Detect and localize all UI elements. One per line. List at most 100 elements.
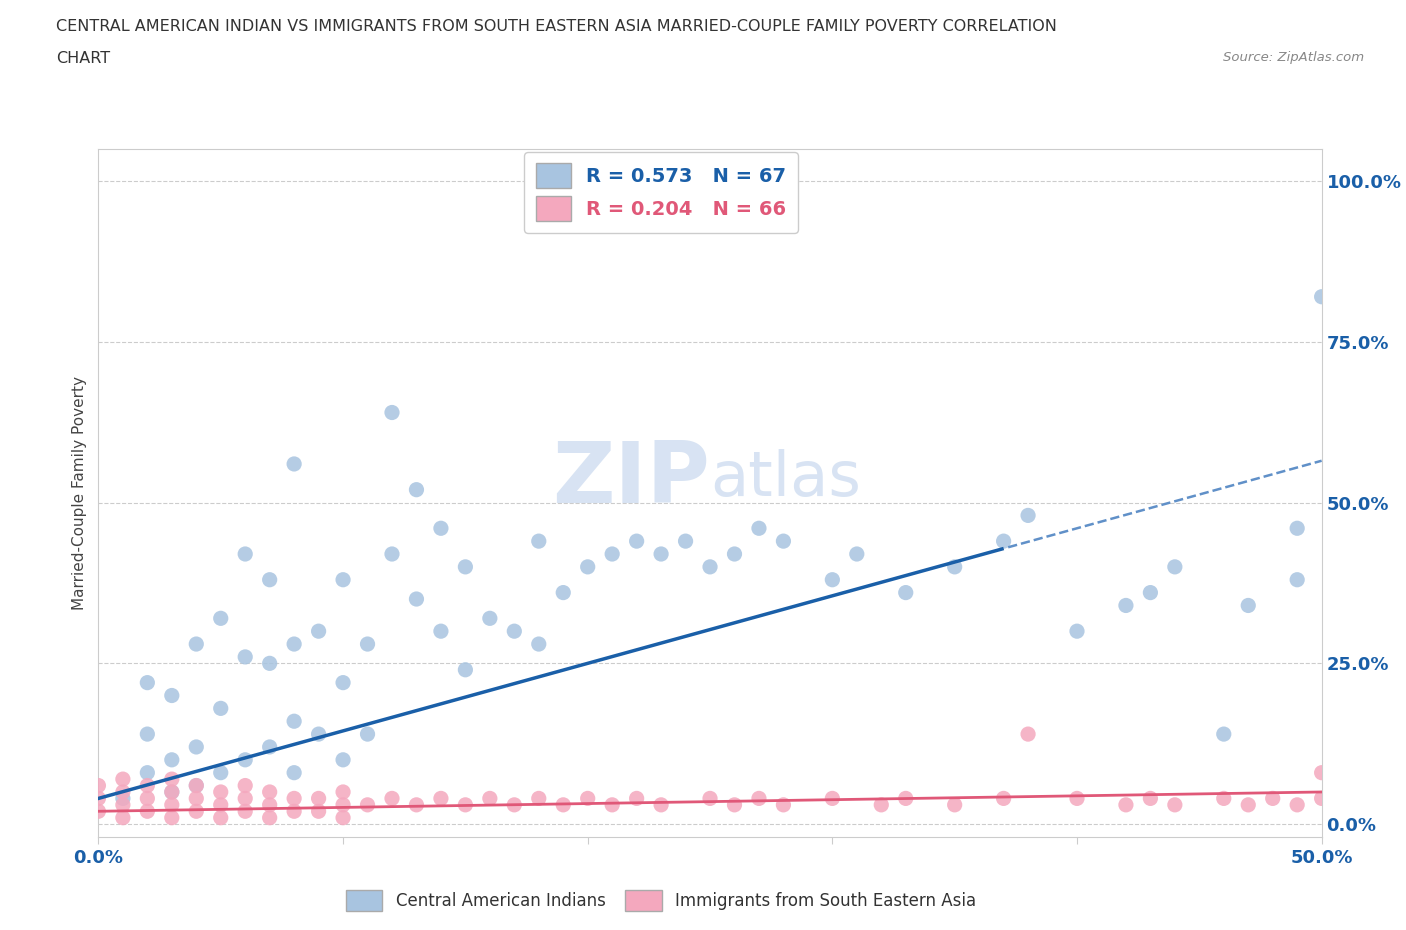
Point [136, 804, 159, 818]
Point [894, 791, 917, 806]
Point [1286, 521, 1309, 536]
Point [87, 791, 110, 806]
Point [430, 791, 453, 806]
Point [381, 405, 404, 420]
Point [1310, 289, 1333, 304]
Point [527, 791, 550, 806]
Point [160, 810, 183, 825]
Point [186, 804, 208, 818]
Point [821, 791, 844, 806]
Point [259, 797, 281, 812]
Point [233, 791, 256, 806]
Point [626, 791, 648, 806]
Legend: Central American Indians, Immigrants from South Eastern Asia: Central American Indians, Immigrants fro… [339, 884, 983, 918]
Point [136, 675, 159, 690]
Point [405, 797, 427, 812]
Point [136, 765, 159, 780]
Point [1066, 624, 1088, 639]
Point [356, 797, 378, 812]
Point [356, 726, 378, 741]
Point [675, 534, 697, 549]
Text: atlas: atlas [710, 449, 860, 509]
Point [283, 765, 305, 780]
Point [1261, 791, 1284, 806]
Point [259, 572, 281, 587]
Point [454, 662, 477, 677]
Point [870, 797, 893, 812]
Point [136, 791, 159, 806]
Point [186, 739, 208, 754]
Point [233, 649, 256, 664]
Point [430, 521, 453, 536]
Point [1164, 797, 1187, 812]
Point [308, 804, 330, 818]
Point [259, 810, 281, 825]
Point [1286, 572, 1309, 587]
Point [209, 785, 232, 800]
Point [699, 560, 721, 575]
Point [1139, 585, 1161, 600]
Point [993, 791, 1015, 806]
Point [87, 778, 110, 793]
Point [111, 772, 134, 787]
Point [308, 726, 330, 741]
Point [283, 637, 305, 652]
Point [332, 785, 354, 800]
Point [283, 714, 305, 729]
Point [1066, 791, 1088, 806]
Point [381, 547, 404, 562]
Point [845, 547, 868, 562]
Point [209, 701, 232, 716]
Point [1310, 765, 1333, 780]
Point [111, 810, 134, 825]
Point [1139, 791, 1161, 806]
Point [405, 483, 427, 498]
Point [454, 797, 477, 812]
Point [772, 534, 794, 549]
Point [160, 772, 183, 787]
Text: CHART: CHART [56, 51, 110, 66]
Point [772, 797, 794, 812]
Point [1164, 560, 1187, 575]
Point [332, 797, 354, 812]
Point [576, 791, 599, 806]
Point [600, 797, 623, 812]
Point [186, 791, 208, 806]
Point [160, 752, 183, 767]
Point [1017, 508, 1039, 523]
Point [209, 797, 232, 812]
Point [332, 675, 354, 690]
Point [454, 560, 477, 575]
Point [1212, 726, 1234, 741]
Point [209, 765, 232, 780]
Point [233, 752, 256, 767]
Point [748, 791, 770, 806]
Point [186, 778, 208, 793]
Point [993, 534, 1015, 549]
Point [405, 591, 427, 606]
Point [1115, 797, 1137, 812]
Point [821, 572, 844, 587]
Point [553, 585, 575, 600]
Point [233, 547, 256, 562]
Point [527, 637, 550, 652]
Point [699, 791, 721, 806]
Point [943, 560, 966, 575]
Point [160, 785, 183, 800]
Point [1017, 726, 1039, 741]
Point [233, 778, 256, 793]
Point [430, 624, 453, 639]
Point [283, 457, 305, 472]
Point [332, 810, 354, 825]
Point [1237, 598, 1260, 613]
Point [87, 804, 110, 818]
Point [136, 726, 159, 741]
Y-axis label: Married-Couple Family Poverty: Married-Couple Family Poverty [72, 376, 87, 610]
Point [111, 791, 134, 806]
Text: CENTRAL AMERICAN INDIAN VS IMMIGRANTS FROM SOUTH EASTERN ASIA MARRIED-COUPLE FAM: CENTRAL AMERICAN INDIAN VS IMMIGRANTS FR… [56, 19, 1057, 33]
Point [1286, 797, 1309, 812]
Point [723, 797, 745, 812]
Point [381, 791, 404, 806]
Point [186, 778, 208, 793]
Point [233, 804, 256, 818]
